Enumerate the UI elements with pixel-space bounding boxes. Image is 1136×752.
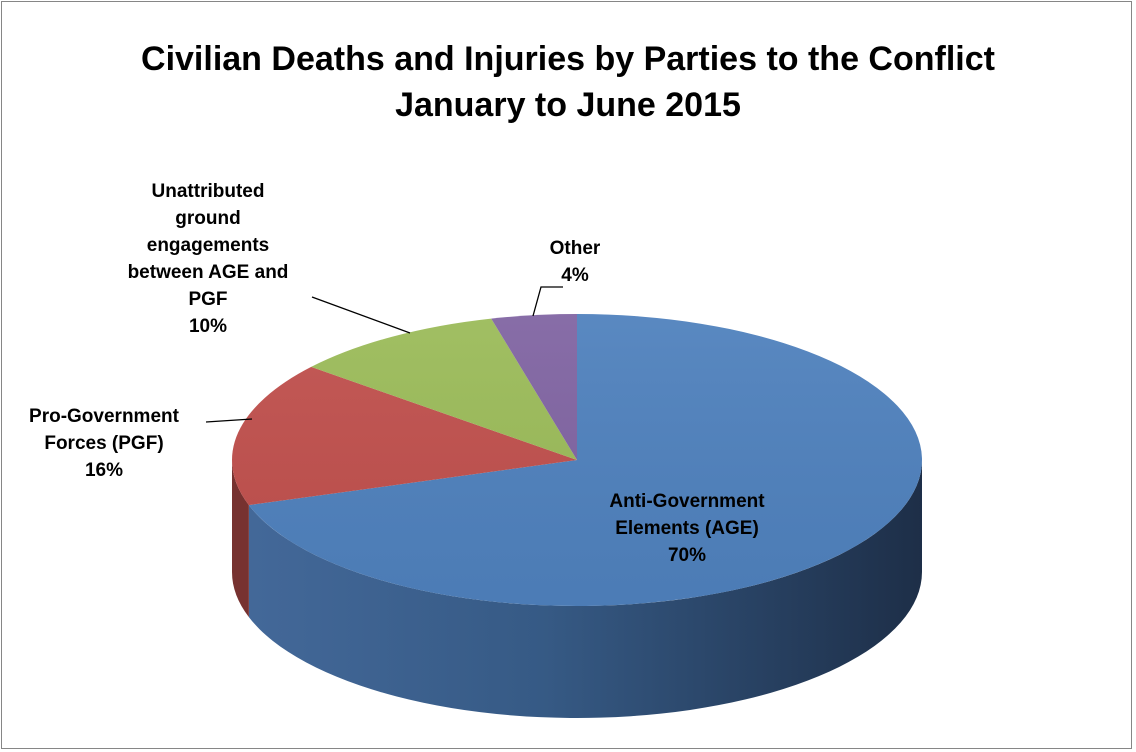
slice-3-label-line: Unattributed [152,181,265,202]
slice-3-value-label: 10% [189,316,227,337]
pie-top-sheen [232,314,922,606]
slice-4-label-line: Other [550,238,601,259]
slice-1-value-label: 70% [668,545,706,566]
slice-3-label-line: between AGE and [128,262,289,283]
chart-title: Civilian Deaths and Injuries by Parties … [141,40,995,78]
pie-side-1 [248,460,923,718]
slice-4-value-label: 4% [561,265,589,286]
slice-2-label-line: Pro-Government [29,406,180,427]
chart-subtitle: January to June 2015 [395,86,741,124]
slice-3-label-line: ground [175,208,240,229]
slice-3-label-line: PGF [188,289,227,310]
slice-2-label-line: Forces (PGF) [44,433,163,454]
slice-2-leader-line [205,418,253,423]
slice-4-leader-line [532,286,563,317]
slice-2-value-label: 16% [85,460,123,481]
pie-side-2 [232,460,249,618]
slice-1-label-line: Elements (AGE) [615,518,759,539]
slice-3-label-line: engagements [147,235,269,256]
slice-3-leader-line [311,296,411,334]
slice-1-label-line: Anti-Government [609,491,765,512]
